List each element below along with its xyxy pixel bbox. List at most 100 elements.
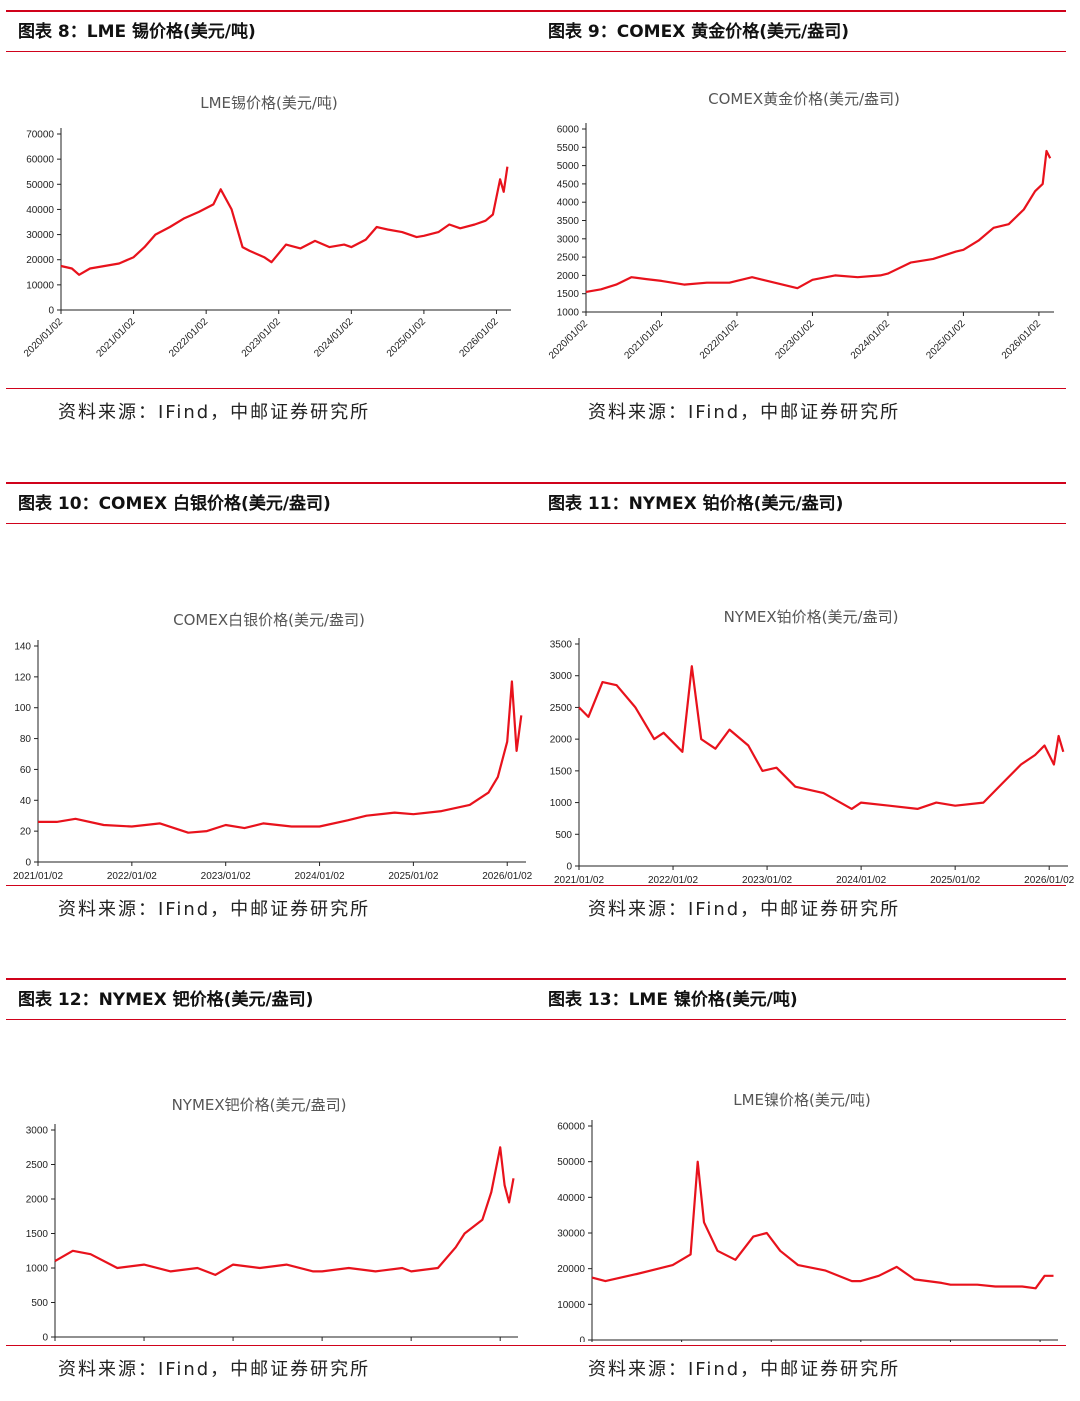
x-tick-label: 2026/01/02 (482, 871, 532, 882)
x-tick-label: 2023/01/02 (773, 318, 816, 361)
y-tick-label: 100 (14, 703, 31, 714)
y-tick-label: 3000 (26, 1126, 49, 1137)
chart-title: NYMEX铂价格(美元/盎司) (724, 608, 899, 626)
x-tick-label: 2021/01/02 (622, 318, 665, 361)
x-tick-label: 2024/01/02 (836, 875, 886, 884)
source-note: 资料来源：IFind，中邮证券研究所 (58, 402, 371, 423)
source-divider (536, 1345, 1066, 1346)
y-tick-label: 50000 (26, 180, 54, 191)
x-tick-label: 2022/01/02 (698, 318, 741, 361)
chart-comex-gold: COMEX黄金价格(美元/盎司) 1000 1500 2000 2500 3000 3500… (536, 52, 1066, 388)
panel-heading: 图表 12：NYMEX 钯价格(美元/盎司) (6, 978, 536, 1020)
source-divider (536, 388, 1066, 389)
x-tick-label: 2024/01/02 (849, 318, 892, 361)
chart-svg: NYMEX铂价格(美元/盎司) 0 500 1000 1500 2000 2500 3000 3… (550, 608, 1075, 884)
price-series-line (578, 665, 1065, 810)
chart-svg: NYMEX钯价格(美元/盎司)0500100015002000250030002… (26, 1096, 518, 1342)
source-divider (536, 885, 1066, 886)
y-tick-label: 5500 (557, 143, 580, 154)
x-tick-label: 2024/01/02 (295, 871, 345, 882)
chart-svg: COMEX白银价格(美元/盎司) 0 20 40 60 80 100 120 140 2021/0… (13, 611, 533, 882)
y-tick-label: 40 (20, 796, 32, 807)
source-note: 资料来源：IFind，中邮证券研究所 (58, 899, 371, 920)
y-tick-label: 5000 (557, 161, 580, 172)
chart-svg: LME锡价格(美元/吨) 0 10000 20000 30000 40000 50000 60… (22, 94, 511, 360)
chart-lme-tin: LME锡价格(美元/吨) 0 10000 20000 30000 40000 50000 60… (6, 52, 536, 388)
x-tick-label: 2020/01/02 (22, 316, 65, 359)
y-tick-label: 0 (579, 1336, 585, 1343)
y-tick-label: 50000 (557, 1157, 585, 1168)
x-tick-label: 2026/01/02 (1024, 875, 1074, 884)
x-tick-label: 2021/01/02 (95, 316, 138, 359)
chart-nymex-platinum: NYMEX铂价格(美元/盎司) 0 500 1000 1500 2000 2500 3000 3… (536, 524, 1075, 884)
y-tick-label: 4500 (557, 179, 580, 190)
y-tick-label: 70000 (26, 130, 54, 141)
panel-heading: 图表 10：COMEX 白银价格(美元/盎司) (6, 482, 536, 524)
y-tick-label: 80 (20, 734, 32, 745)
x-tick-label: 2025/01/02 (924, 318, 967, 361)
y-tick-label: 60000 (557, 1122, 585, 1133)
x-tick-label: 2023/01/02 (742, 875, 792, 884)
x-tick-label: 2021/01/02 (13, 871, 63, 882)
panel-heading: 图表 9：COMEX 黄金价格(美元/盎司) (536, 10, 1066, 52)
source-note: 资料来源：IFind，中邮证券研究所 (588, 1359, 901, 1380)
chart-title: NYMEX钯价格(美元/盎司) (172, 1096, 347, 1114)
chart-nymex-palladium: NYMEX钯价格(美元/盎司)0500100015002000250030002… (6, 1020, 536, 1342)
x-tick-label: 2021/01/02 (554, 875, 604, 884)
y-tick-label: 1500 (550, 766, 573, 777)
source-divider (6, 388, 536, 389)
panel-heading: 图表 13：LME 镍价格(美元/吨) (536, 978, 1066, 1020)
y-tick-label: 2500 (550, 703, 573, 714)
price-series-line (38, 680, 523, 834)
y-tick-label: 1000 (550, 798, 573, 809)
price-series-line (54, 1146, 515, 1276)
panel-heading: 图表 8：LME 锡价格(美元/吨) (6, 10, 536, 52)
y-tick-label: 20000 (26, 255, 54, 266)
price-series-line (585, 149, 1052, 293)
y-tick-label: 0 (566, 862, 572, 873)
y-tick-label: 10000 (26, 280, 54, 291)
y-tick-label: 2500 (26, 1160, 49, 1171)
y-tick-label: 1000 (26, 1264, 49, 1275)
x-tick-label: 2023/01/02 (201, 871, 251, 882)
y-tick-label: 3500 (557, 216, 580, 227)
x-tick-label: 2025/01/02 (930, 875, 980, 884)
x-tick-label: 2026/01/02 (1000, 318, 1043, 361)
y-tick-label: 3000 (557, 234, 580, 245)
y-tick-label: 1500 (26, 1229, 49, 1240)
y-tick-label: 120 (14, 672, 31, 683)
y-tick-label: 3000 (550, 671, 573, 682)
source-divider (6, 885, 536, 886)
y-tick-label: 30000 (26, 230, 54, 241)
y-tick-label: 0 (25, 858, 31, 869)
x-tick-label: 2022/01/02 (167, 316, 210, 359)
y-tick-label: 40000 (557, 1193, 585, 1204)
x-tick-label: 2023/01/02 (240, 316, 283, 359)
y-tick-label: 2000 (557, 271, 580, 282)
chart-svg: COMEX黄金价格(美元/盎司) 1000 1500 2000 2500 3000 3500… (547, 90, 1054, 362)
chart-comex-silver: COMEX白银价格(美元/盎司) 0 20 40 60 80 100 120 140 2021/0… (6, 524, 536, 884)
y-tick-label: 1000 (557, 308, 580, 319)
y-tick-label: 140 (14, 642, 31, 653)
x-tick-label: 2020/01/02 (547, 318, 590, 361)
price-series-line (591, 1160, 1054, 1290)
y-tick-label: 20 (20, 827, 32, 838)
y-tick-label: 60 (20, 765, 32, 776)
chart-svg: LME镍价格(美元/吨) 0 10000 20000 30000 40000 50000 60… (557, 1091, 1058, 1343)
y-tick-label: 30000 (557, 1229, 585, 1240)
source-note: 资料来源：IFind，中邮证券研究所 (588, 899, 901, 920)
source-divider (6, 1345, 536, 1346)
chart-title: COMEX白银价格(美元/盎司) (173, 611, 365, 629)
chart-title: LME锡价格(美元/吨) (200, 94, 338, 112)
chart-lme-nickel: LME镍价格(美元/吨) 0 10000 20000 30000 40000 50000 60… (536, 1020, 1066, 1342)
chart-title: LME镍价格(美元/吨) (733, 1091, 871, 1109)
y-tick-label: 20000 (557, 1264, 585, 1275)
y-tick-label: 0 (48, 306, 54, 317)
price-series-line (60, 166, 509, 276)
y-tick-label: 500 (31, 1298, 48, 1309)
x-tick-label: 2025/01/02 (385, 316, 428, 359)
y-tick-label: 10000 (557, 1300, 585, 1311)
x-tick-label: 2024/01/02 (312, 316, 355, 359)
y-tick-label: 4000 (557, 198, 580, 209)
panel-heading: 图表 11：NYMEX 铂价格(美元/盎司) (536, 482, 1066, 524)
